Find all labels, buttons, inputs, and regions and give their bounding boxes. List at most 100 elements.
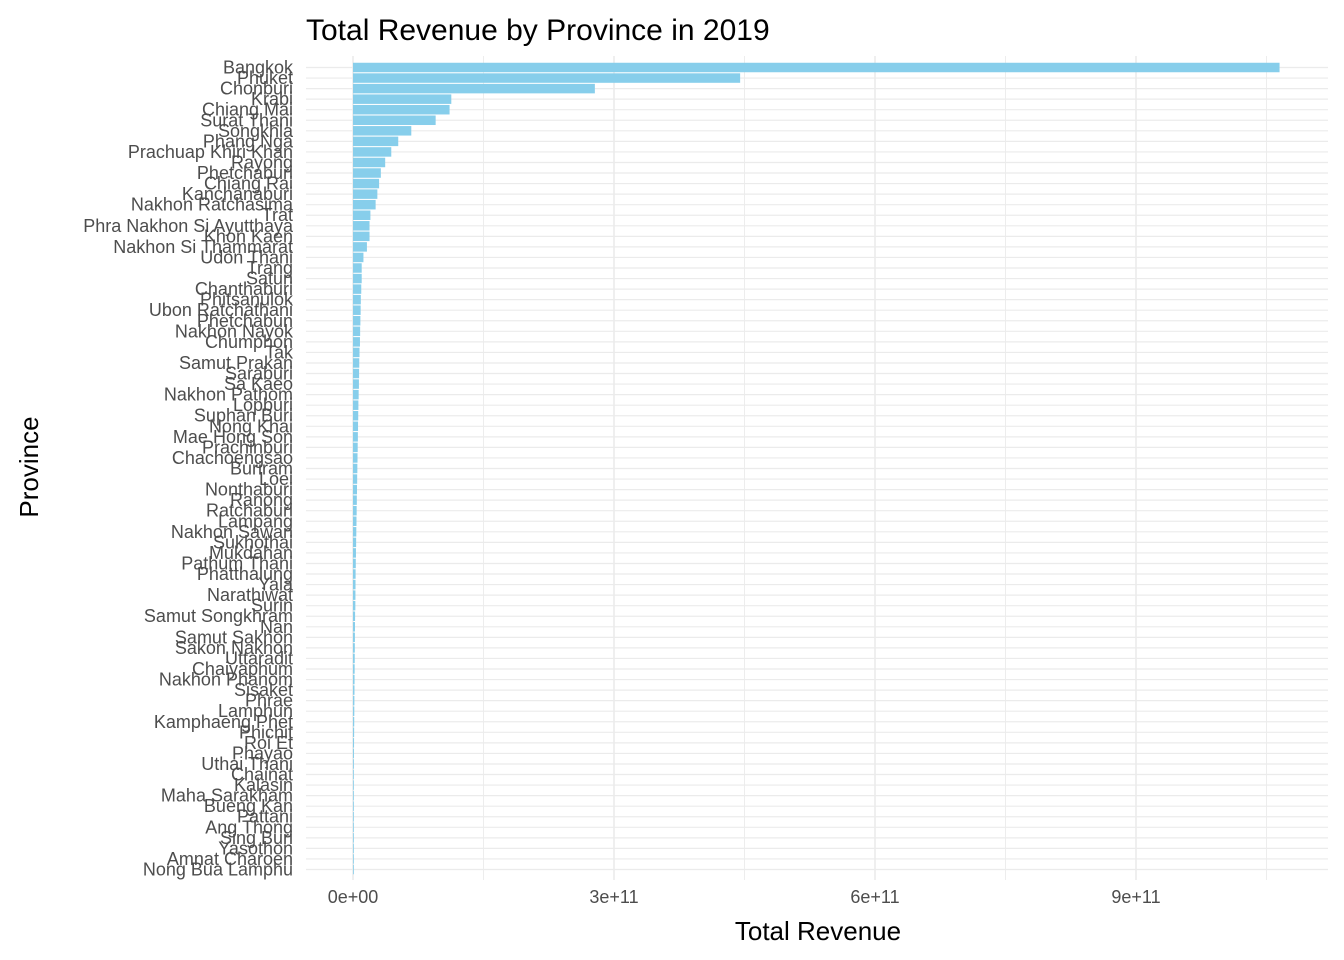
y-tick-label: Narathiwat [207,585,293,605]
bar [353,347,360,358]
y-tick-label: Chiang Mai [202,100,293,120]
bar [353,210,371,220]
bar [353,569,356,579]
y-tick-label: Songkhla [218,121,294,141]
bar [353,126,412,136]
bar [353,505,357,516]
bar [353,854,354,864]
y-tick-label: Ubon Ratchathani [149,300,293,320]
bar [353,221,370,231]
y-tick-label: Mukdahan [209,543,293,563]
x-axis-title: Total Revenue [735,916,901,946]
y-tick-label: Nong Khai [209,416,293,436]
bar [353,273,362,284]
bar [353,664,355,674]
y-tick-label: Phetchabun [197,311,293,331]
y-tick-label: Nakhon Ratchasima [131,195,294,215]
bar [353,822,354,833]
bar [353,284,362,294]
bar [353,738,355,748]
y-tick-label: Nakhon Pathom [164,385,293,405]
y-tick-label: Chumphon [205,332,293,352]
bar [353,136,399,147]
bar [353,801,354,811]
bar [353,864,354,875]
bar [353,189,378,199]
y-tick-label: Ratchaburi [206,501,293,521]
y-tick-label: Chanthaburi [195,279,293,299]
bar [353,62,1280,73]
y-tick-label: Lamphun [218,701,293,721]
y-tick-label: Phuket [237,68,293,88]
y-tick-label: Maha Sarakham [161,786,293,806]
y-tick-label: Surat Thani [200,110,293,130]
y-tick-label: Phayao [232,743,293,763]
y-tick-label: Lampang [218,511,293,531]
bar [353,94,452,104]
x-tick-label: 9e+11 [1111,887,1160,907]
bar [353,263,362,273]
bar [353,484,358,495]
y-tick-label: Kanchanaburi [182,184,293,204]
y-tick-label: Rayong [231,152,293,172]
grid-layer [306,56,1328,880]
bar [353,421,359,432]
y-tick-label: Mae Hong Son [173,427,293,447]
y-tick-label: Phang Nga [203,131,294,151]
bar [353,316,361,326]
bar [353,432,358,442]
bar [353,147,392,157]
chart-title: Total Revenue by Province in 2019 [306,14,770,47]
y-tick-label: Pathum Thani [181,553,293,573]
bar [353,495,357,505]
y-tick-label: Yasothon [218,838,293,858]
y-tick-label: Uthai Thani [201,754,293,774]
bar [353,727,355,738]
bar [353,695,355,706]
y-tick-label: Krabi [251,89,293,109]
bar [353,368,360,379]
bar [353,199,376,210]
y-tick-label: Kalasin [234,775,293,795]
bar [353,242,367,252]
y-tick-label: Phitsanulok [200,290,294,310]
bar [353,600,356,611]
y-tick-label: Ang Thong [205,817,293,837]
bar [353,790,354,801]
y-tick-label: Roi Et [244,733,293,753]
y-tick-label: Nakhon Si Thammarat [113,237,293,257]
bar [353,643,355,653]
y-tick-label: Chaiyaphum [192,659,293,679]
y-tick-label: Trang [247,258,293,278]
y-tick-label: Lopburi [233,395,293,415]
bar [353,104,450,115]
y-tick-label: Kamphaeng Phet [154,712,293,732]
y-tick-label: Bangkok [223,58,294,78]
y-tick-label: Ranong [230,490,293,510]
bar [353,389,359,400]
y-tick-label: Saraburi [225,364,293,384]
x-tick-label: 0e+00 [328,887,379,907]
y-tick-label: Tak [265,342,294,362]
bar [353,748,354,759]
bar [353,537,357,548]
y-tick-label: Chainat [231,765,293,785]
bar [353,463,358,474]
y-tick-label: Sakon Nakhon [175,638,293,658]
y-tick-label: Sing Buri [220,828,293,848]
bar [353,305,361,315]
y-tick-label: Nakhon Nayok [175,321,294,341]
y-tick-label: Loei [259,469,293,489]
y-tick-label: Phichit [239,722,293,742]
x-tick-label: 6e+11 [850,887,899,907]
bar [353,579,356,590]
y-tick-label: Phetchaburi [197,163,293,183]
bar [353,83,595,94]
bar [353,548,356,558]
bar [353,178,380,189]
bar [353,611,356,621]
bar [353,442,358,453]
